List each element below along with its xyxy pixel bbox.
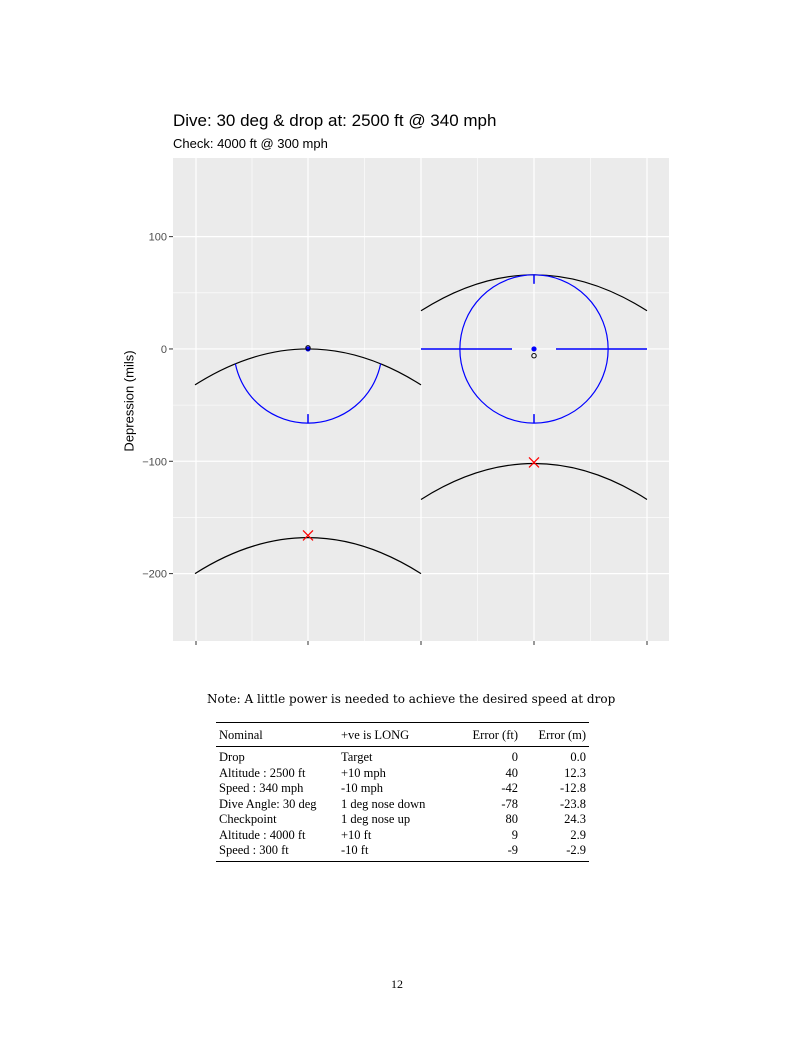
- table-cell: -10 mph: [341, 781, 384, 795]
- target-marker: [528, 456, 540, 468]
- aim-point: [531, 346, 537, 352]
- table-cell: Altitude : 4000 ft: [219, 827, 306, 842]
- table-header-row: Nominal +ve is LONG Error (ft) Error (m): [216, 722, 589, 747]
- table-row: Altitude : 2500 ft +10 mph 40 12.3: [216, 766, 589, 782]
- y-tick-label: 100: [149, 232, 167, 244]
- page-number: 12: [391, 977, 403, 991]
- table-row: Speed : 300 ft -10 ft -9 -2.9: [216, 843, 589, 862]
- column-header-error-ft: Error (ft): [447, 722, 521, 747]
- table-cell: 12.3: [564, 765, 586, 780]
- table-cell: 80: [505, 812, 519, 826]
- table-cell: 1 deg nose up: [341, 812, 411, 826]
- y-tick-label: −200: [142, 569, 167, 581]
- table-cell: 40: [505, 765, 519, 780]
- table-cell: 2.9: [570, 827, 586, 842]
- table-cell: -12.8: [559, 781, 586, 795]
- table-cell: Target: [341, 750, 373, 764]
- table-cell: -10 ft: [338, 843, 447, 862]
- table-cell: +10 ft: [341, 827, 372, 842]
- table-cell: 24.3: [564, 812, 586, 826]
- table-cell: Drop: [219, 750, 245, 764]
- error-table: Nominal +ve is LONG Error (ft) Error (m)…: [216, 722, 589, 862]
- trajectory-arc: [420, 462, 648, 500]
- column-header-nominal: Nominal: [216, 722, 338, 747]
- table-cell: +10 mph: [341, 765, 386, 780]
- table-cell: Speed : 300 ft: [216, 843, 338, 862]
- table-row: Dive Angle: 30 deg 1 deg nose down -78 -…: [216, 797, 589, 813]
- y-tick-label: 0: [161, 344, 167, 356]
- table-cell: Altitude : 2500 ft: [219, 765, 306, 780]
- impact-point: [305, 345, 311, 351]
- y-axis-label: Depression (mils): [121, 350, 137, 452]
- table-cell: Dive Angle: 30 deg: [219, 796, 317, 811]
- y-tick-label: −100: [142, 456, 167, 468]
- table-cell: 0: [511, 750, 518, 764]
- table-cell: Speed : 340 mph: [219, 781, 304, 795]
- chart-title: Dive: 30 deg & drop at: 2500 ft @ 340 mp…: [173, 111, 497, 130]
- table-cell: -78: [501, 796, 518, 811]
- chart-plot: 100 0 −100 −200: [142, 158, 669, 645]
- table-cell: -2.9: [521, 843, 589, 862]
- table-row: Drop Target 0 0.0: [216, 747, 589, 766]
- column-header-direction: +ve is LONG: [338, 722, 447, 747]
- table-cell: 0.0: [570, 750, 586, 764]
- table-row: Speed : 340 mph -10 mph -42 -12.8: [216, 781, 589, 797]
- note-text: Note: A little power is needed to achiev…: [207, 692, 616, 706]
- trajectory-arc: [194, 537, 422, 575]
- table-cell: -42: [501, 781, 518, 795]
- impact-point: [531, 352, 537, 359]
- table-cell: 1 deg nose down: [341, 796, 426, 811]
- table-cell: 9: [511, 827, 518, 842]
- table-cell: Checkpoint: [219, 812, 277, 826]
- column-header-error-m: Error (m): [521, 722, 589, 747]
- aim-point: [305, 346, 311, 352]
- chart-subtitle: Check: 4000 ft @ 300 mph: [173, 136, 328, 151]
- table-row: Checkpoint 1 deg nose up 80 24.3: [216, 812, 589, 828]
- target-marker: [302, 529, 314, 541]
- table-row: Altitude : 4000 ft +10 ft 9 2.9: [216, 828, 589, 844]
- table-cell: -23.8: [559, 796, 586, 811]
- table-cell: -9: [447, 843, 521, 862]
